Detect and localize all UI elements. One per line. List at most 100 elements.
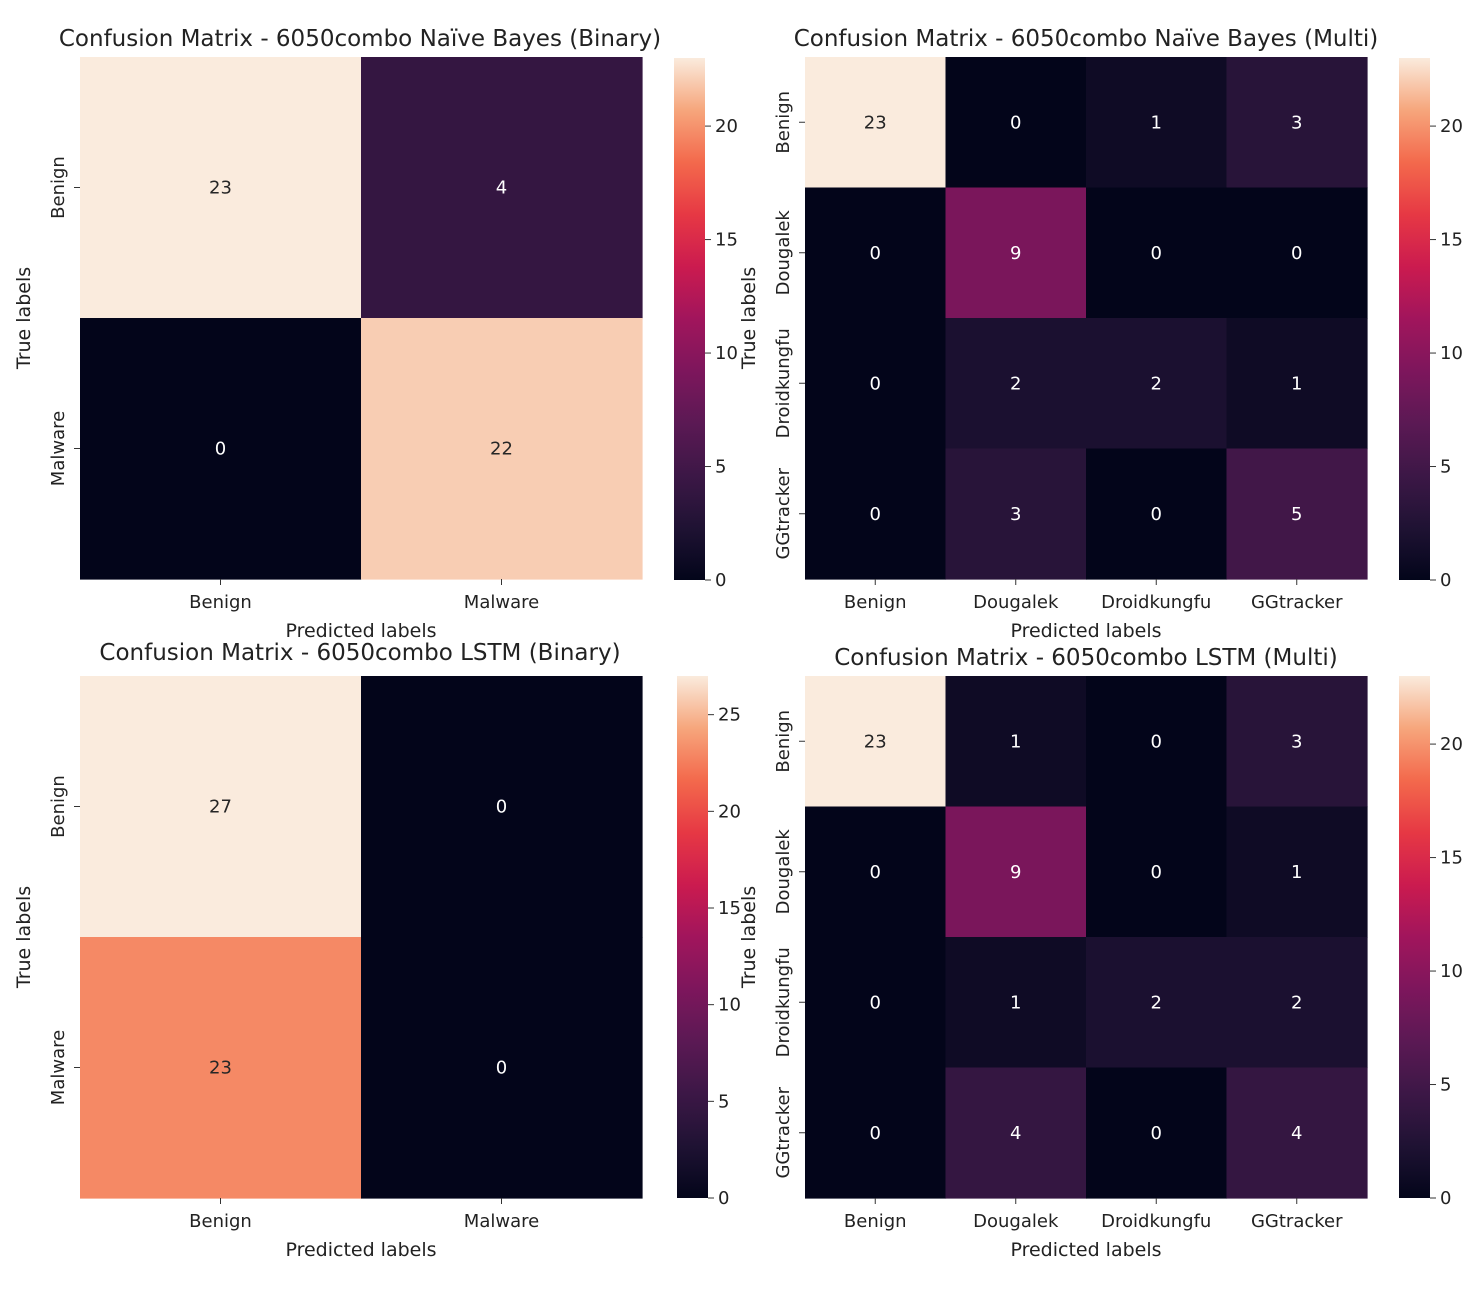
- cell-value-label: 0: [870, 1123, 881, 1144]
- y-axis-label: True labels: [738, 267, 760, 370]
- cell-value-label: 1: [1291, 373, 1302, 394]
- chart-title: Confusion Matrix - 6050combo Naïve Bayes…: [794, 26, 1379, 52]
- colorbar-tick-label: 0: [715, 570, 726, 591]
- cell-value-label: 0: [1151, 862, 1162, 883]
- cell-value-label: 22: [490, 439, 513, 460]
- colorbar-tick-label: 5: [1440, 457, 1451, 478]
- heatmap-cell: [361, 676, 643, 938]
- colorbar-tick-label: 20: [718, 801, 741, 822]
- heatmap-cell: [361, 57, 643, 319]
- colorbar-tick-label: 20: [1440, 734, 1463, 755]
- y-tick-label: Benign: [48, 775, 69, 838]
- colorbar: [1399, 58, 1430, 580]
- heatmap-cell: [945, 806, 1087, 938]
- heatmap-cell: [805, 806, 947, 938]
- colorbar-tick-label: 5: [718, 1091, 729, 1112]
- cell-value-label: 3: [1010, 504, 1021, 525]
- heatmap-cell: [945, 318, 1087, 450]
- x-tick-label: Benign: [844, 592, 907, 613]
- cell-value-label: 0: [870, 992, 881, 1013]
- heatmap-cell: [1086, 937, 1228, 1069]
- heatmap-cell: [1226, 187, 1368, 319]
- heatmap-cell: [1226, 318, 1368, 450]
- heatmap-cell: [945, 1067, 1087, 1199]
- cell-value-label: 0: [870, 373, 881, 394]
- heatmap-cell: [1086, 806, 1228, 938]
- heatmap-cell: [805, 448, 947, 580]
- y-tick-label: Droidkungfu: [773, 328, 794, 438]
- heatmap-cell: [1086, 676, 1228, 808]
- x-axis-label: Predicted labels: [1010, 620, 1161, 642]
- cell-value-label: 0: [1010, 112, 1021, 133]
- heatmap-cell: [945, 937, 1087, 1069]
- colorbar-tick-label: 10: [715, 343, 738, 364]
- x-tick-label: GGtracker: [1251, 1211, 1343, 1232]
- x-axis-label: Predicted labels: [1010, 1239, 1161, 1261]
- heatmap-cell: [1086, 187, 1228, 319]
- cell-value-label: 1: [1291, 862, 1302, 883]
- colorbar-tick-label: 15: [1440, 230, 1463, 251]
- confusion-matrix-panel: Confusion Matrix - 6050combo Naïve Bayes…: [13, 26, 738, 642]
- cell-value-label: 3: [1291, 731, 1302, 752]
- cell-value-label: 0: [1151, 1123, 1162, 1144]
- confusion-matrix-panel: Confusion Matrix - 6050combo Naïve Bayes…: [738, 26, 1463, 642]
- x-tick-label: Malware: [464, 592, 539, 613]
- heatmap-cell: [805, 1067, 947, 1199]
- confusion-matrix-panel: Confusion Matrix - 6050combo LSTM (Binar…: [13, 640, 741, 1261]
- heatmap-cell: [1226, 676, 1368, 808]
- colorbar-tick-label: 0: [1440, 1188, 1451, 1209]
- heatmap-cell: [1226, 57, 1368, 189]
- heatmap-cell: [1226, 1067, 1368, 1199]
- y-axis-label: True labels: [13, 886, 35, 989]
- chart-title: Confusion Matrix - 6050combo LSTM (Multi…: [834, 645, 1337, 671]
- colorbar-tick-label: 25: [718, 705, 741, 726]
- x-tick-label: Benign: [189, 592, 252, 613]
- colorbar: [1399, 676, 1430, 1198]
- x-tick-label: Benign: [844, 1211, 907, 1232]
- heatmap-cell: [80, 937, 362, 1199]
- heatmap-cell: [1086, 1067, 1228, 1199]
- cell-value-label: 0: [870, 504, 881, 525]
- x-tick-label: Dougalek: [973, 1211, 1059, 1232]
- cell-value-label: 2: [1151, 992, 1162, 1013]
- x-axis-label: Predicted labels: [285, 620, 436, 642]
- y-tick-label: Malware: [48, 411, 69, 486]
- heatmap-cell: [805, 937, 947, 1069]
- cell-value-label: 1: [1010, 731, 1021, 752]
- cell-value-label: 23: [209, 1058, 232, 1079]
- cell-value-label: 0: [215, 439, 226, 460]
- cell-value-label: 1: [1010, 992, 1021, 1013]
- y-tick-label: GGtracker: [773, 467, 794, 559]
- colorbar-tick-label: 10: [1440, 343, 1463, 364]
- cell-value-label: 3: [1291, 112, 1302, 133]
- chart-title: Confusion Matrix - 6050combo Naïve Bayes…: [59, 26, 661, 52]
- heatmap-cell: [945, 448, 1087, 580]
- cell-value-label: 9: [1010, 243, 1021, 264]
- colorbar: [677, 676, 708, 1198]
- x-axis-label: Predicted labels: [285, 1239, 436, 1261]
- cell-value-label: 0: [870, 862, 881, 883]
- cell-value-label: 4: [1291, 1123, 1302, 1144]
- heatmap-cell: [805, 676, 947, 808]
- heatmap-cell: [361, 937, 643, 1199]
- colorbar: [674, 58, 705, 580]
- heatmap-cell: [80, 676, 362, 938]
- heatmap-cell: [1226, 937, 1368, 1069]
- x-tick-label: Droidkungfu: [1101, 1211, 1211, 1232]
- colorbar-tick-label: 20: [1440, 116, 1463, 137]
- heatmap-cell: [945, 187, 1087, 319]
- colorbar-tick-label: 10: [1440, 961, 1463, 982]
- x-tick-label: Droidkungfu: [1101, 592, 1211, 613]
- y-tick-label: Dougalek: [773, 829, 794, 915]
- heatmap-cell: [805, 318, 947, 450]
- colorbar-tick-label: 5: [715, 457, 726, 478]
- heatmap-cell: [945, 57, 1087, 189]
- cell-value-label: 0: [1151, 243, 1162, 264]
- x-tick-label: GGtracker: [1251, 592, 1343, 613]
- colorbar-tick-label: 0: [718, 1188, 729, 1209]
- cell-value-label: 27: [209, 797, 232, 818]
- colorbar-tick-label: 15: [718, 898, 741, 919]
- cell-value-label: 23: [864, 112, 887, 133]
- heatmap-cell: [1086, 448, 1228, 580]
